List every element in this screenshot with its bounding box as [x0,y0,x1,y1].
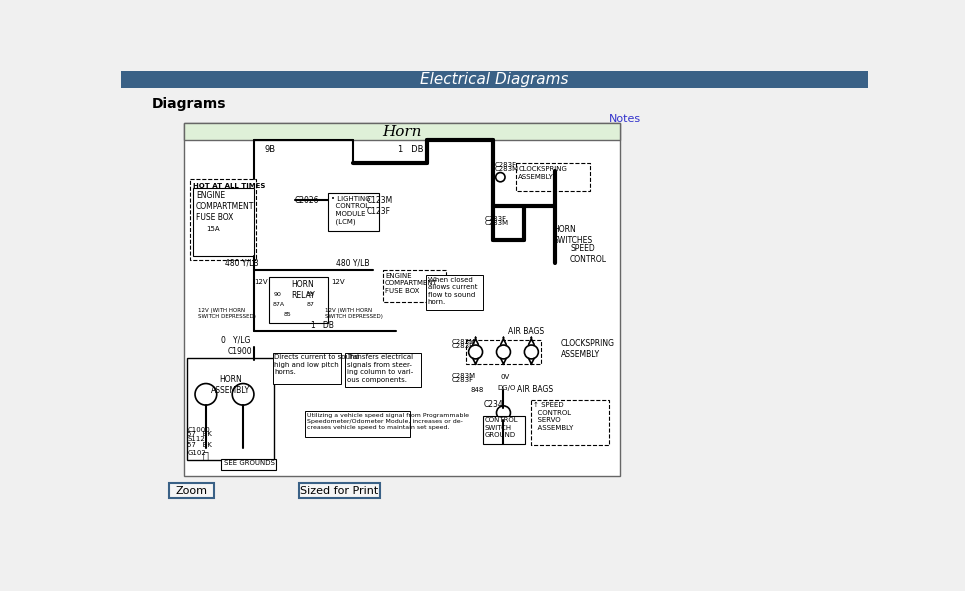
Text: 1   DB: 1 DB [399,145,424,154]
Text: SPEED
CONTROL: SPEED CONTROL [570,244,607,264]
Text: HORN
SWITCHES: HORN SWITCHES [553,225,593,245]
Text: 480 Y/LB: 480 Y/LB [336,259,370,268]
Text: Transfers electrical
signals from steer-
ing column to vari-
ous components.: Transfers electrical signals from steer-… [347,354,413,383]
Text: C283F: C283F [494,162,516,168]
Circle shape [496,173,505,182]
Text: HORN
ASSEMBLY: HORN ASSEMBLY [211,375,250,395]
Text: ↑ SPEED
  CONTROL
  SERVO
  ASSEMBLY: ↑ SPEED CONTROL SERVO ASSEMBLY [533,402,573,430]
Bar [516,163,590,191]
Circle shape [497,406,510,420]
Bar [345,353,422,387]
Text: When closed
allows current
flow to sound
horn.: When closed allows current flow to sound… [427,277,477,305]
Text: C234: C234 [483,401,503,410]
Text: Electrical Diagrams: Electrical Diagrams [420,72,568,87]
Circle shape [469,345,482,359]
Text: C283M: C283M [484,220,509,226]
Text: Zoom: Zoom [176,486,207,496]
Text: 85: 85 [284,312,291,317]
Text: ENGINE
COMPARTMENT
FUSE BOX: ENGINE COMPARTMENT FUSE BOX [385,272,438,294]
Text: 88: 88 [307,292,315,297]
Text: 87A: 87A [272,302,285,307]
Text: DG/O: DG/O [497,385,515,391]
Bar [305,411,410,437]
Text: CLOCKSPRING
ASSEMBLY: CLOCKSPRING ASSEMBLY [518,167,567,180]
Text: C1000: C1000 [187,427,210,433]
Bar [466,340,541,363]
Text: Diagrams: Diagrams [152,97,226,111]
Text: Directs current to sound
high and low pitch
horns.: Directs current to sound high and low pi… [274,354,359,375]
Text: 12V (WITH HORN
SWITCH DEPRESSED): 12V (WITH HORN SWITCH DEPRESSED) [198,308,256,319]
Bar [190,178,257,259]
Bar [299,483,380,498]
Text: ENGINE
COMPARTMENT
FUSE BOX: ENGINE COMPARTMENT FUSE BOX [196,191,254,222]
Text: 12V (WITH HORN
SWITCH DEPRESSED): 12V (WITH HORN SWITCH DEPRESSED) [325,308,383,319]
Text: S112: S112 [187,436,205,442]
Text: AIR BAGS: AIR BAGS [517,385,554,394]
Text: C283F: C283F [452,378,474,384]
Text: 0   Y/LG: 0 Y/LG [221,336,251,345]
Text: 1   DB: 1 DB [312,321,334,330]
Text: C283M: C283M [452,339,476,345]
Bar [272,353,341,384]
Text: Utilizing a vehicle speed signal from Programmable
Speedometer/Odometer Module, : Utilizing a vehicle speed signal from Pr… [307,413,469,430]
Text: • LIGHTING
  CONTROL
  MODULE
  (LCM): • LIGHTING CONTROL MODULE (LCM) [331,196,371,225]
Text: C283M: C283M [494,167,518,173]
Text: CLOCKSPRING
ASSEMBLY: CLOCKSPRING ASSEMBLY [561,339,615,359]
Bar [187,358,274,460]
Bar [169,483,213,498]
Text: C283M: C283M [452,373,476,379]
Text: CONTROL
SWITCH
GROUND: CONTROL SWITCH GROUND [484,417,518,439]
Bar [483,416,525,444]
Text: ⏚: ⏚ [203,450,208,460]
Text: 848: 848 [471,387,484,392]
Bar [328,193,378,231]
Bar [193,188,254,256]
Text: C1900: C1900 [228,346,252,356]
Text: G102: G102 [187,450,206,456]
Bar [382,269,446,302]
Text: 480 Y/LB: 480 Y/LB [225,259,259,268]
Text: 12V: 12V [254,279,267,285]
Bar [532,401,609,445]
Bar [184,124,620,140]
Text: 0V: 0V [501,374,510,379]
Text: C283F: C283F [484,216,507,222]
Bar [121,71,868,88]
Text: HORN
RELAY: HORN RELAY [291,280,315,300]
Circle shape [524,345,538,359]
Text: 90: 90 [273,292,281,297]
Text: C123M
C123F: C123M C123F [367,196,394,216]
Circle shape [497,345,510,359]
Text: SEE GROUNDS: SEE GROUNDS [224,460,275,466]
Text: 57   BK: 57 BK [187,431,212,437]
Text: 15A: 15A [206,226,219,232]
Circle shape [233,384,254,405]
Bar [269,277,328,323]
Bar [426,275,483,310]
Text: 12V: 12V [331,279,345,285]
Text: HOT AT ALL TIMES: HOT AT ALL TIMES [193,183,265,189]
Text: AIR BAGS: AIR BAGS [509,327,544,336]
Text: 87: 87 [307,302,315,307]
Bar [221,459,276,470]
Text: 9B: 9B [264,145,276,154]
Text: C2026: C2026 [295,196,319,204]
Text: 57   BK: 57 BK [187,442,212,448]
Text: C283F: C283F [452,343,474,349]
Text: Notes: Notes [609,113,641,124]
Text: Sized for Print: Sized for Print [300,486,378,496]
Text: Horn: Horn [382,125,422,139]
Bar [184,124,620,476]
Circle shape [195,384,217,405]
